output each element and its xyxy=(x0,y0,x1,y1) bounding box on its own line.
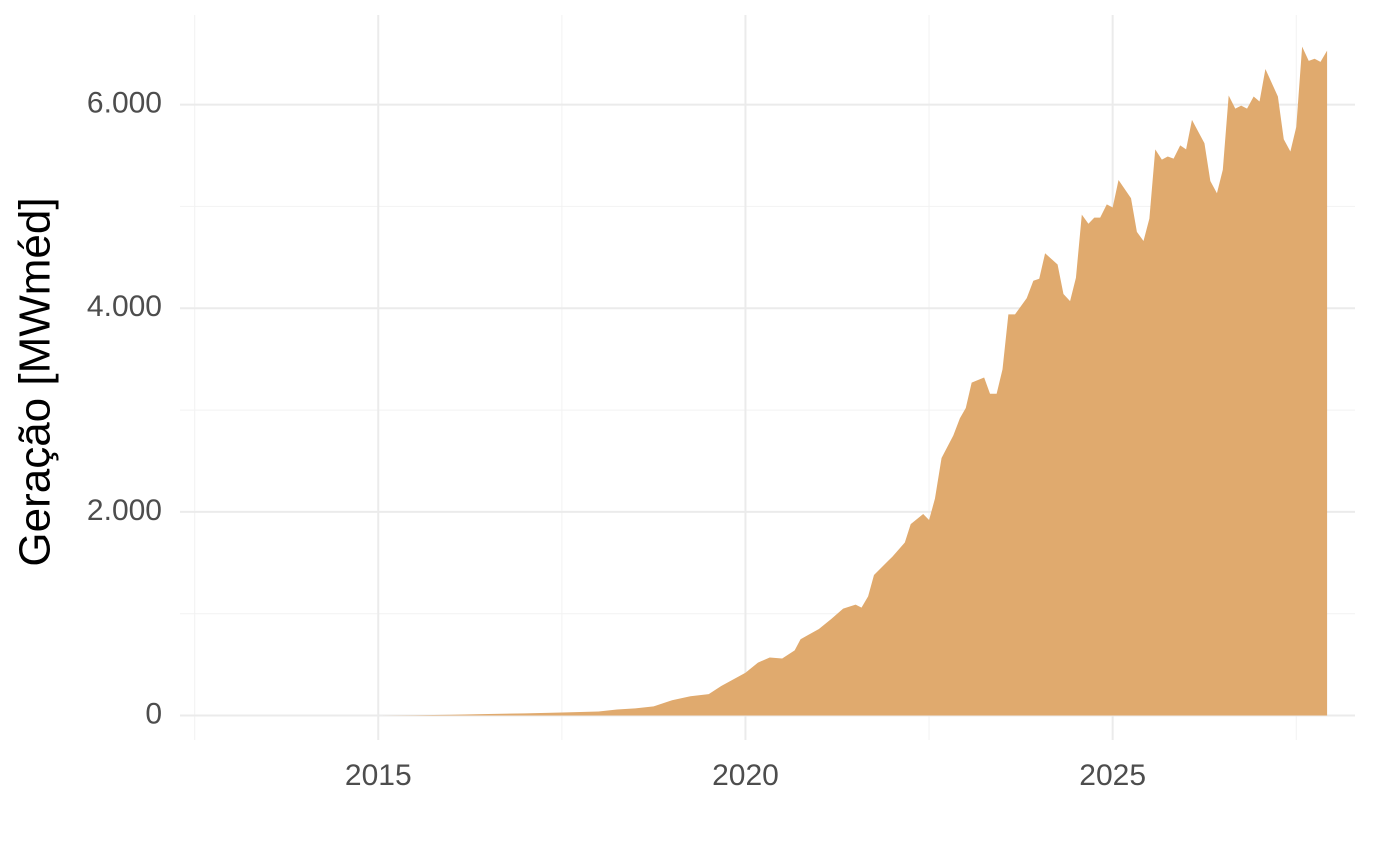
y-tick-label: 2.000 xyxy=(87,494,162,527)
y-tick-label: 0 xyxy=(145,697,162,730)
x-tick-label: 2015 xyxy=(345,759,412,792)
area xyxy=(231,46,1328,716)
y-tick-label: 6.000 xyxy=(87,87,162,120)
y-axis-label: Geração [MWméd] xyxy=(11,197,60,566)
x-tick-label: 2020 xyxy=(712,759,779,792)
x-tick-label: 2025 xyxy=(1079,759,1146,792)
y-tick-label: 4.000 xyxy=(87,290,162,323)
